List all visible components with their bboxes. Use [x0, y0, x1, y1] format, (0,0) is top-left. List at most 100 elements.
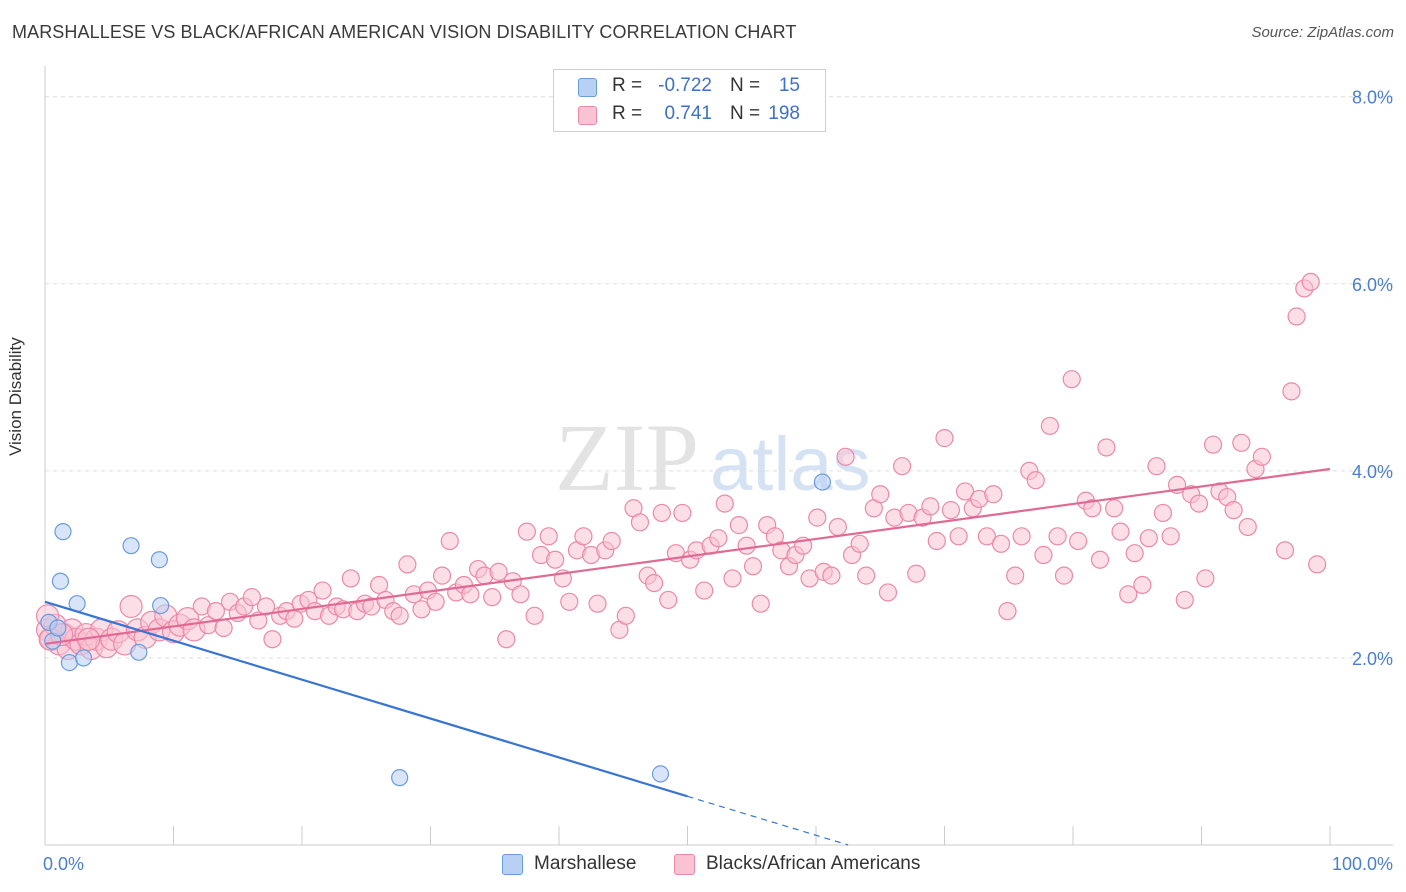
marshallese-point [130, 643, 148, 661]
black-point [517, 522, 536, 541]
stats-row-marshallese: R = -0.722 N = 15 [554, 74, 825, 100]
black-point [489, 562, 508, 581]
black-point [1125, 544, 1144, 563]
black-point [743, 557, 763, 576]
black-point [892, 457, 912, 476]
legend-swatch-marshallese [502, 854, 523, 875]
black-point [808, 508, 827, 527]
black-point [1153, 503, 1173, 523]
y-tick-label: 6.0% [1352, 275, 1393, 295]
black-point [652, 503, 671, 523]
marshallese-point [51, 572, 70, 590]
series-marshallese-points [40, 473, 832, 787]
black-point [659, 590, 678, 610]
marshallese-point [54, 523, 72, 541]
black-point [907, 564, 926, 583]
black-point [871, 485, 890, 504]
r-value: -0.722 [658, 75, 712, 96]
y-tick-label: 4.0% [1352, 462, 1393, 482]
black-point [341, 569, 360, 588]
black-point [850, 534, 869, 553]
grid [45, 96, 1393, 659]
black-point [1252, 447, 1271, 466]
black-point [991, 534, 1011, 553]
chart-title: MARSHALLESE VS BLACK/AFRICAN AMERICAN VI… [12, 22, 797, 42]
black-point [836, 447, 855, 466]
n-value: 198 [768, 103, 800, 124]
black-point [1133, 575, 1152, 595]
black-point [998, 602, 1017, 621]
black-point [1308, 555, 1327, 574]
black-point [1026, 471, 1045, 490]
black-point [432, 566, 452, 585]
black-point [539, 527, 558, 546]
black-point [921, 497, 940, 516]
black-swatch [578, 106, 597, 125]
y-tick-label: 8.0% [1352, 88, 1393, 108]
black-point [440, 531, 459, 551]
marshallese-swatch [578, 78, 597, 97]
black-point [935, 429, 954, 448]
tick-labels: 2.0% 4.0% 6.0% 8.0% 0.0% 100.0% [43, 88, 1393, 874]
black-point [1040, 416, 1059, 436]
black-point [1301, 272, 1320, 292]
marshallese-point [651, 765, 670, 783]
n-label: N = [730, 75, 761, 96]
black-point [1119, 585, 1138, 604]
x-tick-label: 0.0% [43, 854, 84, 874]
marshallese-point [391, 769, 409, 787]
black-point [729, 516, 749, 535]
marshallese-point [152, 596, 170, 615]
black-point [119, 594, 143, 619]
black-point [857, 566, 876, 585]
black-point [313, 581, 332, 600]
axes [44, 66, 1393, 846]
black-point [695, 581, 714, 600]
black-point [256, 597, 276, 616]
black-point [1189, 494, 1209, 513]
black-point [390, 606, 409, 625]
black-point [602, 531, 621, 551]
black-point [828, 517, 847, 537]
black-point [1275, 541, 1295, 560]
marshallese-point [150, 551, 168, 569]
black-point [1161, 527, 1180, 546]
black-point [370, 575, 389, 595]
black-point [1224, 501, 1243, 520]
stats-row-black: R = 0.741 N = 198 [554, 102, 825, 128]
legend-label-black: Blacks/African Americans [706, 853, 921, 874]
black-point [1048, 527, 1067, 546]
black-point [1139, 529, 1158, 548]
black-point [1105, 499, 1124, 518]
black-point [1083, 499, 1102, 518]
black-point [263, 630, 282, 649]
black-point [588, 594, 607, 613]
black-point [525, 606, 544, 625]
x-tick-label: 100.0% [1332, 854, 1393, 874]
black-point [955, 482, 975, 501]
black-point [977, 527, 997, 546]
black-point [1196, 569, 1215, 588]
black-point [927, 531, 946, 551]
r-value: 0.741 [664, 103, 712, 124]
legend-label-marshallese: Marshallese [534, 853, 637, 874]
black-trend-line [44, 467, 1331, 645]
black-point [949, 527, 968, 546]
black-point [1054, 566, 1074, 585]
black-point [984, 485, 1003, 504]
black-point [1012, 527, 1031, 546]
black-point [398, 555, 417, 574]
r-label: R = [612, 75, 643, 96]
black-point [1147, 457, 1166, 476]
black-point [1097, 438, 1116, 457]
black-point [483, 588, 502, 607]
r-label: R = [612, 103, 643, 124]
black-point [1203, 435, 1223, 454]
legend-swatch-black [674, 854, 695, 875]
black-point [546, 550, 565, 569]
black-point [511, 585, 530, 604]
watermark-zip: ZIP [555, 404, 699, 511]
black-point [574, 527, 593, 546]
black-point [644, 573, 664, 593]
